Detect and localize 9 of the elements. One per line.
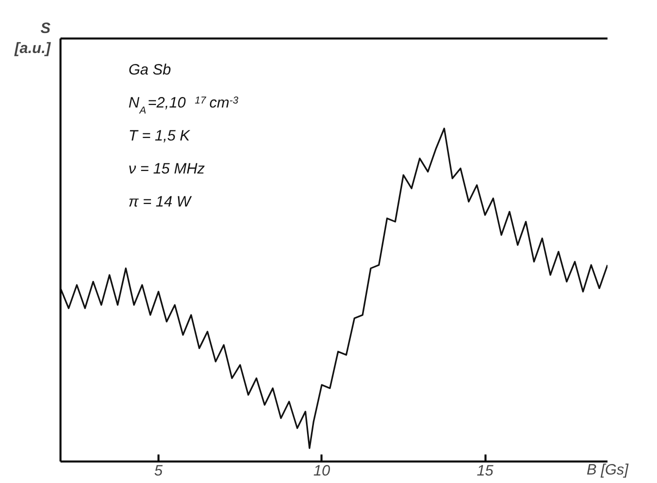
x-tick-label: 10 bbox=[313, 462, 331, 480]
text: Ga Sb bbox=[128, 62, 172, 78]
annotation: π = 14 W bbox=[128, 194, 192, 210]
annotation: ν = 15 MHz bbox=[128, 160, 206, 178]
x-tick-label: 5 bbox=[154, 462, 164, 480]
y-axis-title: S [a.u.] bbox=[14, 20, 52, 58]
x-axis-title: B [Gs] bbox=[586, 462, 630, 478]
x-tick-label: 15 bbox=[476, 462, 494, 480]
annotation: T = 1,5 K bbox=[128, 128, 191, 144]
